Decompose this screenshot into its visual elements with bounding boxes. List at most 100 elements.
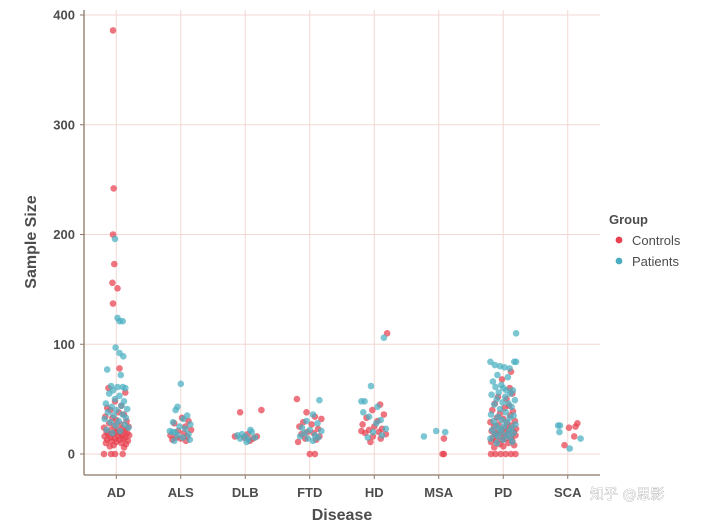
point-patients-pd-111 bbox=[493, 395, 501, 403]
point-controls-sca-169 bbox=[565, 424, 573, 432]
point-controls-pd-117 bbox=[498, 376, 506, 383]
point-controls-ad-3 bbox=[111, 260, 118, 268]
point-patients-ad-21 bbox=[123, 405, 131, 413]
point-patients-ad-18 bbox=[102, 400, 110, 407]
point-controls-ftd-93 bbox=[294, 438, 302, 446]
point-patients-als-41 bbox=[169, 418, 177, 426]
point-controls-ad-56 bbox=[111, 450, 119, 458]
y-tick-labels: 0 100 200 300 400 bbox=[53, 8, 75, 462]
point-patients-als-51 bbox=[186, 436, 194, 444]
point-patients-pd-94 bbox=[512, 358, 520, 366]
point-patients-pd-115 bbox=[490, 401, 498, 408]
point-patients-ad-3 bbox=[119, 317, 126, 325]
point-controls-ad-1 bbox=[110, 185, 117, 192]
point-patients-sca-146 bbox=[577, 435, 584, 442]
point-patients-ftd-62 bbox=[316, 396, 323, 404]
point-controls-pd-164 bbox=[502, 450, 510, 458]
point-controls-ftd-82 bbox=[318, 415, 325, 423]
point-patients-ftd-63 bbox=[309, 411, 317, 418]
point-controls-pd-163 bbox=[497, 450, 505, 458]
axes bbox=[80, 10, 600, 479]
x-tick-label-sca: SCA bbox=[554, 485, 582, 500]
x-tick-label-msa: MSA bbox=[424, 485, 454, 500]
point-controls-pd-166 bbox=[512, 450, 519, 458]
point-patients-hd-79 bbox=[374, 403, 381, 411]
point-patients-hd-75 bbox=[380, 334, 388, 342]
point-controls-sca-171 bbox=[561, 441, 568, 449]
point-patients-pd-113 bbox=[499, 399, 506, 406]
point-controls-ad-4 bbox=[109, 279, 116, 287]
legend-controls-key bbox=[615, 236, 623, 244]
point-patients-als-36 bbox=[177, 380, 185, 388]
point-patients-ad-29 bbox=[107, 418, 114, 426]
point-controls-pd-162 bbox=[492, 450, 499, 458]
point-patients-pd-116 bbox=[508, 403, 515, 411]
point-patients-msa-90 bbox=[441, 428, 449, 436]
y-tick-label-100: 100 bbox=[53, 337, 75, 352]
point-patients-ad-20 bbox=[108, 403, 115, 411]
point-controls-dlb-72 bbox=[258, 406, 265, 414]
point-controls-ftd-80 bbox=[303, 409, 310, 416]
point-controls-hd-99 bbox=[380, 411, 388, 418]
point-patients-als-40 bbox=[180, 415, 187, 423]
x-tick-label-ftd: FTD bbox=[297, 485, 322, 500]
point-patients-ad-27 bbox=[101, 415, 108, 423]
point-controls-ad-53 bbox=[120, 444, 128, 451]
point-patients-ad-25 bbox=[110, 412, 117, 419]
point-patients-als-44 bbox=[182, 425, 189, 433]
point-controls-ftd-84 bbox=[308, 421, 316, 428]
point-controls-ad-52 bbox=[106, 443, 114, 450]
point-patients-ad-35 bbox=[109, 429, 116, 437]
point-patients-ftd-64 bbox=[303, 417, 310, 425]
point-patients-pd-108 bbox=[507, 390, 514, 397]
point-patients-ad-8 bbox=[117, 371, 125, 379]
point-controls-ad-7 bbox=[116, 365, 123, 372]
x-tick-labels: AD ALS DLB FTD HD MSA PD SCA bbox=[107, 485, 582, 500]
point-patients-hd-81 bbox=[365, 413, 373, 421]
point-patients-ftd-72 bbox=[314, 434, 322, 441]
x-axis-title: Disease bbox=[312, 507, 373, 524]
point-patients-pd-110 bbox=[501, 393, 509, 401]
point-patients-pd-118 bbox=[502, 409, 510, 416]
point-patients-hd-87 bbox=[364, 434, 372, 441]
point-patients-pd-139 bbox=[487, 435, 494, 442]
point-controls-ad-54 bbox=[100, 450, 108, 458]
point-patients-ftd-71 bbox=[296, 433, 304, 440]
point-patients-pd-99 bbox=[494, 371, 501, 379]
point-patients-dlb-59 bbox=[236, 435, 244, 442]
series-patients bbox=[101, 235, 584, 452]
point-patients-msa-88 bbox=[420, 433, 428, 440]
point-patients-pd-100 bbox=[504, 373, 512, 381]
x-tick-label-als: ALS bbox=[168, 485, 194, 500]
point-patients-pd-91 bbox=[512, 330, 520, 337]
x-tick-label-ad: AD bbox=[107, 485, 126, 500]
y-tick-label-300: 300 bbox=[53, 117, 75, 132]
point-patients-ftd-74 bbox=[309, 437, 317, 445]
point-controls-ad-6 bbox=[109, 300, 117, 307]
point-controls-dlb-71 bbox=[236, 409, 244, 416]
point-controls-sca-170 bbox=[570, 433, 578, 440]
point-patients-ad-19 bbox=[118, 402, 125, 410]
data-points bbox=[100, 27, 584, 458]
point-patients-als-50 bbox=[179, 434, 186, 441]
point-patients-ad-4 bbox=[112, 344, 119, 351]
point-controls-msa-115 bbox=[440, 450, 448, 458]
x-tick-label-hd: HD bbox=[365, 485, 384, 500]
point-patients-ftd-68 bbox=[318, 427, 325, 435]
legend-controls-label: Controls bbox=[632, 233, 681, 248]
point-patients-ad-6 bbox=[120, 353, 127, 360]
point-controls-ad-57 bbox=[119, 450, 126, 458]
point-patients-ftd-65 bbox=[314, 420, 321, 427]
point-patients-ftd-67 bbox=[306, 426, 314, 434]
point-patients-ad-33 bbox=[103, 426, 110, 434]
y-tick-label-0: 0 bbox=[68, 447, 75, 462]
point-controls-pd-159 bbox=[500, 443, 507, 450]
point-patients-dlb-61 bbox=[243, 438, 250, 446]
grid-lines bbox=[84, 10, 600, 475]
point-patients-hd-83 bbox=[372, 420, 380, 427]
point-patients-als-52 bbox=[171, 437, 178, 445]
point-patients-als-42 bbox=[187, 421, 194, 428]
point-controls-hd-98 bbox=[369, 406, 376, 414]
point-patients-ftd-66 bbox=[298, 424, 306, 432]
point-patients-pd-107 bbox=[495, 389, 503, 396]
